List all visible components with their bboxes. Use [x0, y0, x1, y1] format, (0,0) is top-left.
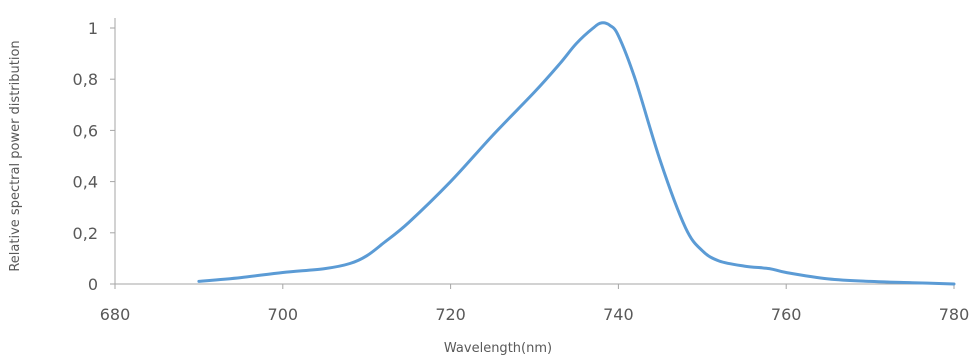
y-tick-label: 0,2: [73, 224, 98, 243]
y-tick-label: 0,8: [73, 70, 98, 89]
y-tick-label: 0,4: [73, 173, 98, 192]
x-tick-label: 780: [939, 305, 970, 324]
x-axis-title: Wavelength(nm): [444, 341, 552, 356]
x-tick-label: 740: [603, 305, 634, 324]
y-tick-label: 0,6: [73, 121, 98, 140]
x-tick-label: 760: [771, 305, 802, 324]
series-layer: [197, 21, 956, 286]
x-tick-label: 720: [435, 305, 466, 324]
series-line: [197, 21, 956, 286]
x-tick-label: 680: [100, 305, 131, 324]
x-tick-label: 700: [268, 305, 299, 324]
tick-labels: 680 700 720 740 760 780 0 0,2 0,4 0,6 0,8 1: [73, 19, 970, 324]
y-tick-label: 0: [88, 275, 98, 294]
axes: [110, 18, 955, 289]
y-axis-title: Relative spectral power distribution: [8, 40, 23, 271]
y-tick-label: 1: [88, 19, 98, 38]
